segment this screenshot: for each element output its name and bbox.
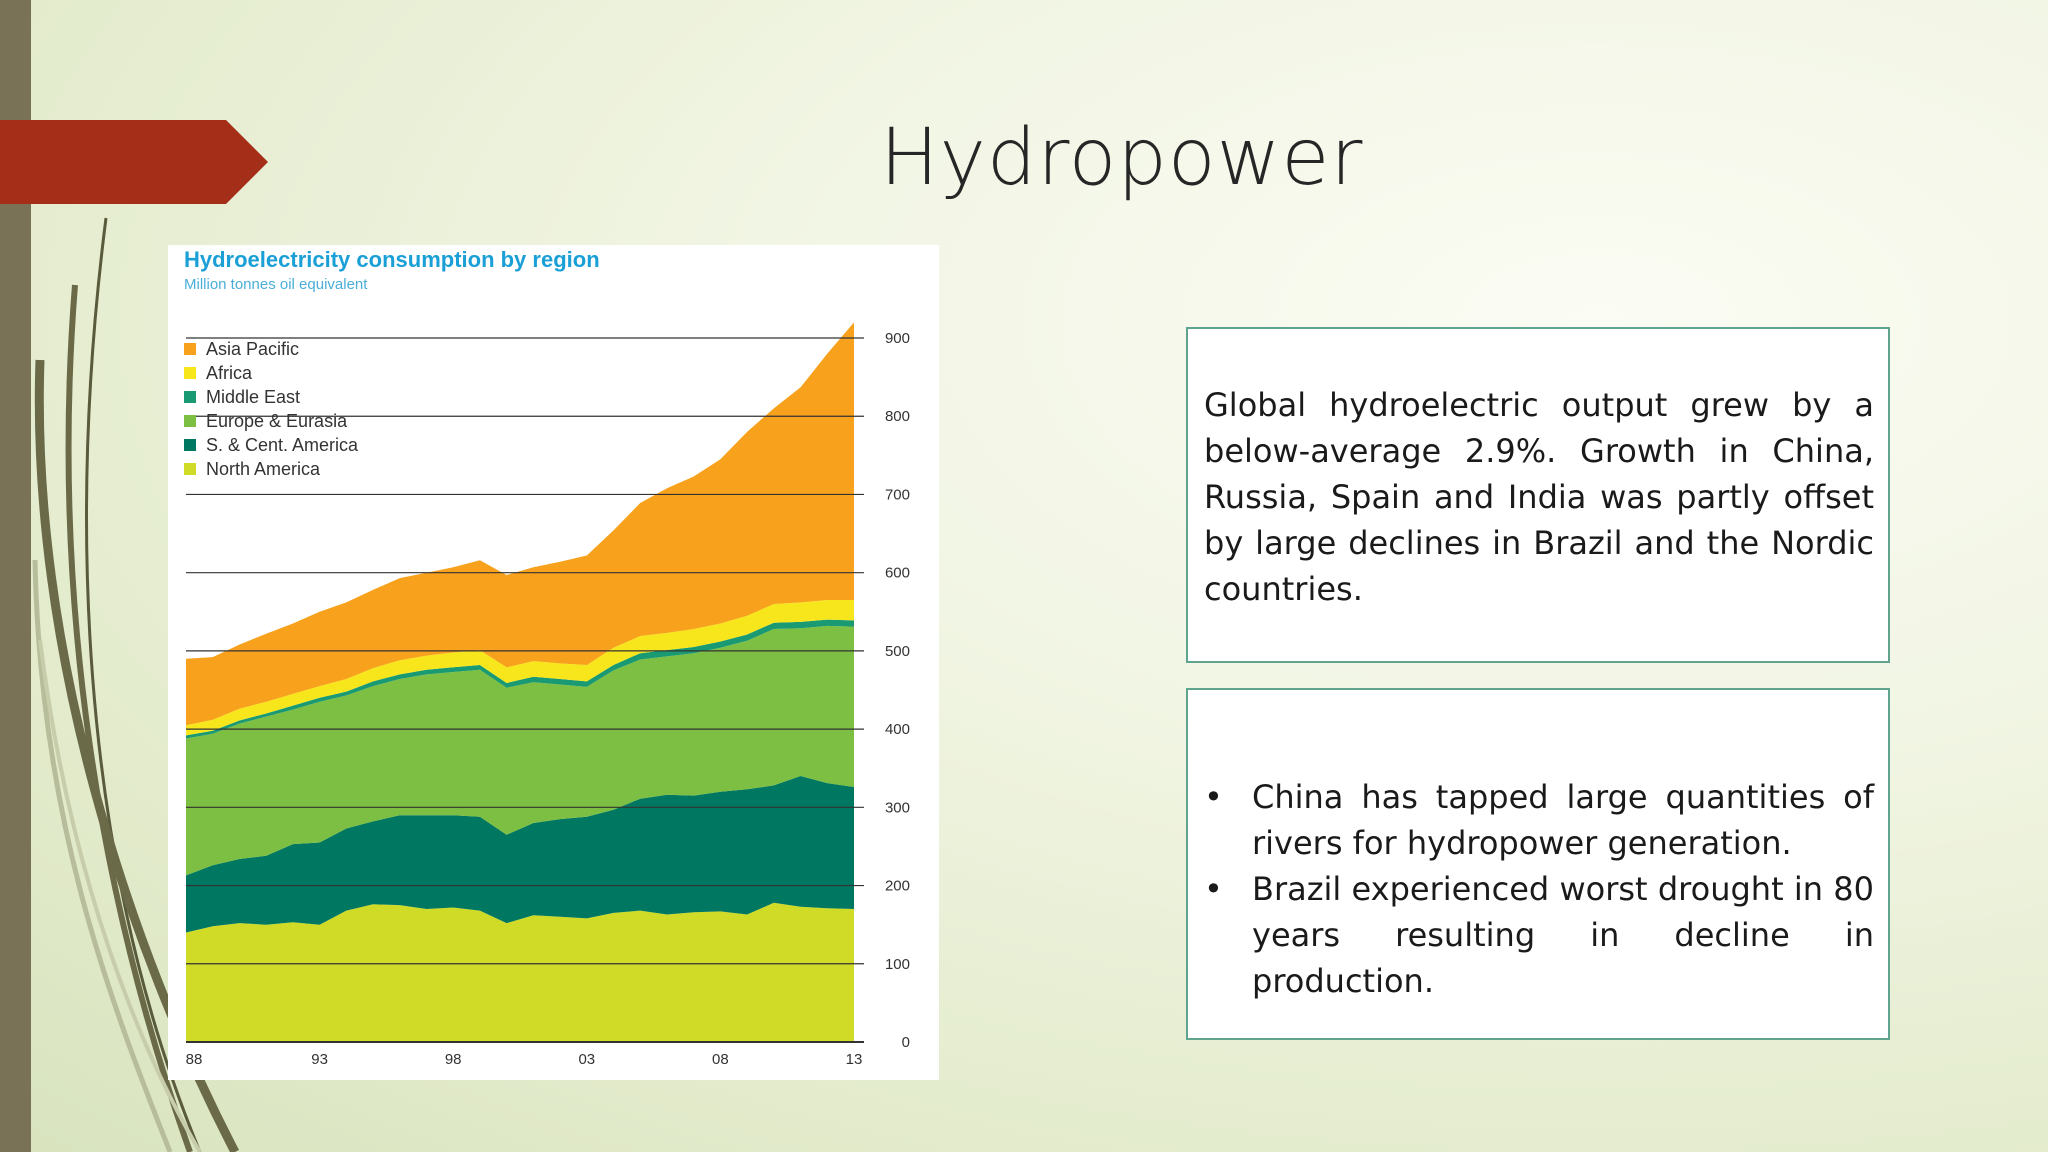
legend-label: S. & Cent. America (206, 434, 359, 455)
area-chart: 0 100 200 300 400 500 600 700 800 900 88 93 98 03 08 13 (186, 322, 910, 1068)
y-tick-label: 0 (902, 1034, 910, 1051)
legend-item: Asia Pacific (184, 337, 358, 361)
legend-label: Africa (206, 362, 253, 383)
legend-label: Middle East (206, 386, 301, 407)
legend-swatch (184, 391, 196, 403)
bullet-item: • China has tapped large quantities of r… (1204, 774, 1874, 866)
area-middle-east (186, 619, 854, 739)
y-tick-label: 900 (885, 330, 910, 347)
bullet-text-box: • China has tapped large quantities of r… (1186, 688, 1890, 1040)
chart-subtitle: Million tonnes oil equivalent (184, 276, 368, 293)
x-tick-label: 03 (578, 1051, 595, 1068)
y-tick-label: 100 (885, 956, 910, 973)
area-africa (186, 600, 854, 736)
gridlines-layer (186, 337, 864, 1043)
y-tick-label: 300 (885, 799, 910, 816)
legend-item: S. & Cent. America (184, 433, 358, 457)
x-tick-label: 13 (846, 1051, 863, 1068)
legend-label: Europe & Eurasia (206, 410, 348, 431)
area-series-layer (186, 322, 854, 1042)
y-tick-label: 800 (885, 408, 910, 425)
area-europe-eurasia (186, 625, 854, 876)
x-tick-label: 08 (712, 1051, 729, 1068)
area-s-cent-america (186, 776, 854, 933)
axis-layer: 0 100 200 300 400 500 600 700 800 900 88 93 98 03 08 13 (186, 330, 910, 1068)
y-tick-label: 700 (885, 486, 910, 503)
area-asia-pacific (186, 322, 854, 726)
legend-swatch (184, 463, 196, 475)
chart-legend: Asia Pacific Africa Middle East Europe & Eu… (184, 337, 358, 481)
y-tick-label: 600 (885, 565, 910, 582)
legend-item: Europe & Eurasia (184, 409, 358, 433)
legend-swatch (184, 367, 196, 379)
legend-item: Middle East (184, 385, 358, 409)
legend-item: North America (184, 457, 358, 481)
bullet-marker: • (1204, 870, 1223, 908)
x-tick-label: 88 (186, 1051, 203, 1068)
bullet-list: • China has tapped large quantities of r… (1204, 774, 1874, 1004)
title-banner-arrow (0, 120, 268, 204)
x-tick-label: 98 (445, 1051, 462, 1068)
chart-title: Hydroelectricity consumption by region (184, 247, 600, 272)
legend-swatch (184, 439, 196, 451)
legend-label: Asia Pacific (206, 338, 300, 359)
summary-text: Global hydroelectric output grew by a be… (1204, 386, 1874, 608)
bullet-item: • Brazil experienced worst drought in 80… (1204, 866, 1874, 1004)
area-north-america (186, 902, 854, 1042)
summary-text-box: Global hydroelectric output grew by a be… (1186, 327, 1890, 663)
y-tick-label: 500 (885, 643, 910, 660)
chart-panel: 0 100 200 300 400 500 600 700 800 900 88 93 98 03 08 13… (168, 245, 939, 1080)
y-tick-label: 200 (885, 878, 910, 895)
x-tick-label: 93 (311, 1051, 328, 1068)
slide-title: Hydropower (880, 113, 1364, 203)
legend-label: North America (206, 458, 321, 479)
bullet-marker: • (1204, 778, 1223, 816)
legend-swatch (184, 415, 196, 427)
legend-item: Africa (184, 361, 358, 385)
y-tick-label: 400 (885, 721, 910, 738)
legend-swatch (184, 343, 196, 355)
bullet-text: China has tapped large quantities of riv… (1252, 778, 1874, 862)
bullet-text: Brazil experienced worst drought in 80 y… (1252, 870, 1874, 1000)
